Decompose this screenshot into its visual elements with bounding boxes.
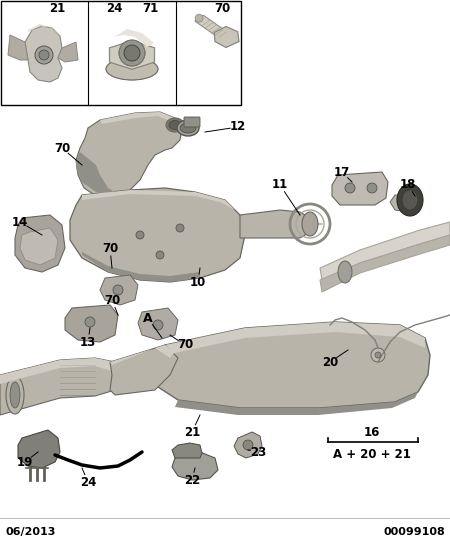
Polygon shape xyxy=(0,358,118,415)
Text: A + 20 + 21: A + 20 + 21 xyxy=(333,447,411,461)
FancyBboxPatch shape xyxy=(184,117,200,127)
Text: 13: 13 xyxy=(80,336,96,348)
Text: 20: 20 xyxy=(322,355,338,368)
Polygon shape xyxy=(320,235,450,292)
Circle shape xyxy=(124,45,140,61)
Polygon shape xyxy=(28,24,60,36)
Circle shape xyxy=(156,251,164,259)
Polygon shape xyxy=(76,152,118,196)
Ellipse shape xyxy=(180,123,196,133)
Ellipse shape xyxy=(177,120,199,136)
Polygon shape xyxy=(25,26,62,82)
Polygon shape xyxy=(240,210,310,238)
Circle shape xyxy=(136,231,144,239)
Polygon shape xyxy=(15,215,65,272)
Text: 17: 17 xyxy=(334,166,350,179)
Polygon shape xyxy=(65,305,118,342)
Ellipse shape xyxy=(338,261,352,283)
Circle shape xyxy=(85,317,95,327)
Circle shape xyxy=(371,348,385,362)
Polygon shape xyxy=(8,35,28,60)
Text: 06/2013: 06/2013 xyxy=(5,527,55,537)
Text: 12: 12 xyxy=(230,120,246,134)
Text: 71: 71 xyxy=(142,3,158,15)
Polygon shape xyxy=(138,308,178,340)
Circle shape xyxy=(176,224,184,232)
Ellipse shape xyxy=(166,118,184,132)
Bar xyxy=(1,1,241,105)
Text: A: A xyxy=(143,312,153,324)
Circle shape xyxy=(243,440,253,450)
Text: 16: 16 xyxy=(364,426,380,439)
Polygon shape xyxy=(109,41,154,69)
Polygon shape xyxy=(58,42,78,62)
Polygon shape xyxy=(195,15,230,40)
Polygon shape xyxy=(100,112,178,128)
Circle shape xyxy=(195,14,203,22)
Circle shape xyxy=(153,320,163,330)
Polygon shape xyxy=(110,345,175,365)
Polygon shape xyxy=(390,195,418,212)
Circle shape xyxy=(39,50,49,60)
Circle shape xyxy=(375,352,381,358)
Polygon shape xyxy=(172,443,202,458)
Text: 70: 70 xyxy=(104,294,120,306)
Polygon shape xyxy=(234,432,262,458)
Text: 24: 24 xyxy=(106,3,122,15)
Text: 23: 23 xyxy=(250,445,266,458)
Polygon shape xyxy=(18,430,60,468)
Circle shape xyxy=(35,46,53,64)
Text: 18: 18 xyxy=(400,179,416,191)
Text: 24: 24 xyxy=(80,475,96,488)
Polygon shape xyxy=(70,188,245,282)
Polygon shape xyxy=(0,358,115,384)
Circle shape xyxy=(345,183,355,193)
Ellipse shape xyxy=(402,190,418,210)
Text: 21: 21 xyxy=(49,3,65,15)
Polygon shape xyxy=(172,452,218,480)
Polygon shape xyxy=(100,275,138,305)
Polygon shape xyxy=(110,345,178,395)
Text: 70: 70 xyxy=(102,241,118,255)
Circle shape xyxy=(367,183,377,193)
Polygon shape xyxy=(214,27,239,47)
Text: 70: 70 xyxy=(54,142,70,154)
Text: 70: 70 xyxy=(177,338,193,352)
Circle shape xyxy=(119,40,145,66)
Text: 00099108: 00099108 xyxy=(383,527,445,537)
Text: 22: 22 xyxy=(184,474,200,487)
Ellipse shape xyxy=(397,184,423,216)
Polygon shape xyxy=(76,112,182,198)
Text: 14: 14 xyxy=(12,215,28,228)
Polygon shape xyxy=(155,322,430,408)
Circle shape xyxy=(113,285,123,295)
Text: 19: 19 xyxy=(17,456,33,469)
Polygon shape xyxy=(332,172,388,205)
Polygon shape xyxy=(175,392,418,415)
Text: 70: 70 xyxy=(214,3,230,15)
Polygon shape xyxy=(82,190,240,215)
Text: 21: 21 xyxy=(184,426,200,439)
Polygon shape xyxy=(114,29,154,47)
Ellipse shape xyxy=(169,120,181,130)
Polygon shape xyxy=(320,222,450,280)
Ellipse shape xyxy=(106,58,158,80)
Text: 10: 10 xyxy=(190,276,206,288)
Polygon shape xyxy=(165,322,425,355)
Ellipse shape xyxy=(10,382,20,408)
Ellipse shape xyxy=(6,376,24,414)
Text: 11: 11 xyxy=(272,179,288,191)
Ellipse shape xyxy=(302,212,318,236)
Polygon shape xyxy=(82,252,200,282)
Polygon shape xyxy=(20,228,58,265)
